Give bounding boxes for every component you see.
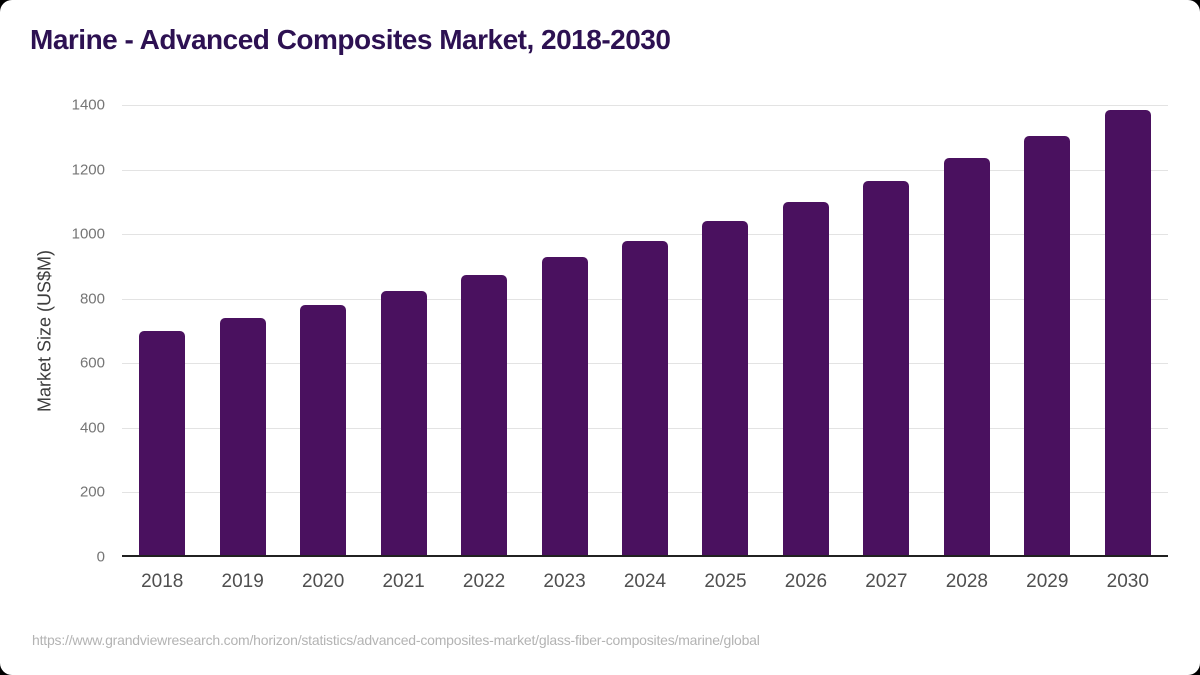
y-tick-label-1400: 1400: [71, 96, 105, 114]
x-tick-label-2025: 2025: [704, 571, 747, 592]
gridline-1400: [122, 105, 1168, 106]
source-url: https://www.grandviewresearch.com/horizo…: [32, 632, 760, 648]
x-tick-label-2022: 2022: [462, 571, 506, 592]
x-tick-label-2020: 2020: [302, 571, 345, 592]
x-axis-line: [122, 555, 1168, 557]
plot-area: [122, 105, 1168, 557]
x-tick-label-2030: 2030: [1106, 571, 1149, 592]
x-tick-label-2027: 2027: [865, 571, 908, 592]
bar-2030: [1104, 109, 1151, 557]
bar-2023: [541, 256, 588, 557]
y-tick-label-400: 400: [79, 419, 105, 437]
x-tick-label-2028: 2028: [945, 571, 988, 592]
y-axis-title: Market Size (US$M): [34, 249, 55, 413]
bar-2027: [863, 180, 910, 557]
y-tick-label-600: 600: [79, 354, 105, 372]
y-tick-label-0: 0: [96, 548, 105, 566]
x-tick-label-2029: 2029: [1026, 571, 1069, 592]
y-tick-label-200: 200: [79, 483, 105, 501]
bar-2026: [782, 201, 829, 557]
x-tick-label-2021: 2021: [382, 571, 425, 592]
x-tick-label-2026: 2026: [784, 571, 828, 592]
bar-2029: [1024, 135, 1071, 557]
gridline-1000: [122, 234, 1168, 236]
y-tick-label-1200: 1200: [71, 161, 105, 179]
x-tick-label-2023: 2023: [543, 571, 586, 592]
bar-2018: [139, 331, 186, 557]
y-tick-label-800: 800: [79, 290, 105, 308]
bar-2021: [380, 290, 427, 557]
bar-2022: [461, 274, 508, 557]
bar-2025: [702, 221, 749, 557]
y-tick-label-1000: 1000: [71, 225, 105, 243]
x-tick-label-2024: 2024: [623, 571, 667, 592]
gridline-1200: [122, 169, 1168, 171]
bar-2019: [219, 318, 266, 557]
bar-2020: [300, 305, 347, 557]
x-tick-label-2018: 2018: [141, 571, 184, 592]
chart-title: Marine - Advanced Composites Market, 201…: [30, 24, 671, 55]
bar-2024: [622, 240, 668, 557]
bar-2028: [943, 158, 990, 557]
x-tick-label-2019: 2019: [221, 571, 264, 592]
